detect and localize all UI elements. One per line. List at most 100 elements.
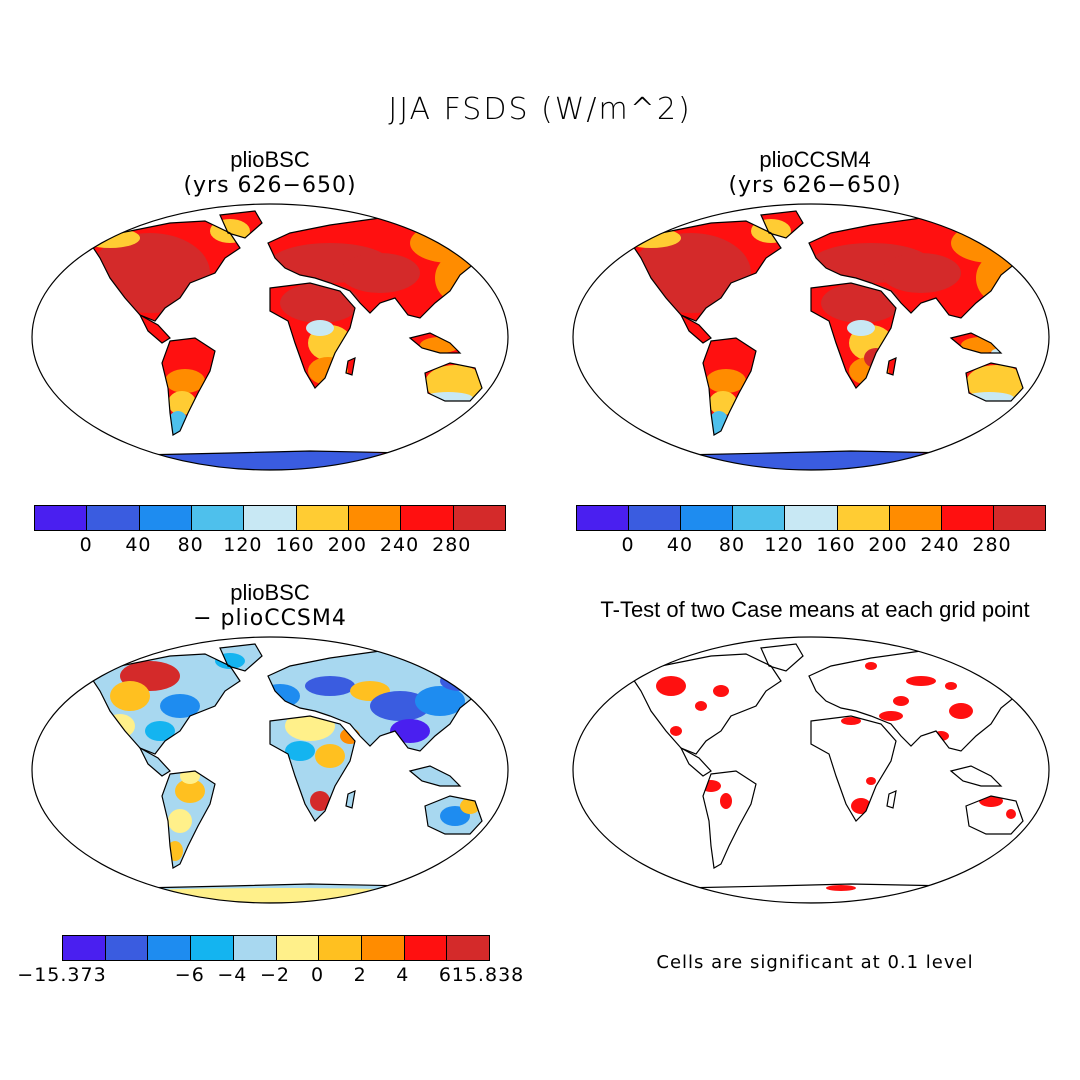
landmass (345, 790, 356, 809)
landmass (219, 210, 263, 239)
field-cell (945, 682, 957, 690)
landmass (408, 332, 462, 354)
colorbar-tick-label: −2 (259, 964, 291, 986)
colorbar-swatch (87, 506, 140, 530)
colorbar-swatch (629, 506, 682, 530)
field-cell (949, 703, 973, 719)
field-cell (979, 795, 1003, 807)
field-cell (425, 365, 485, 401)
field-cell (906, 676, 936, 686)
colorbar-swatch (191, 506, 245, 530)
colorbar-tick-label: 40 (666, 534, 694, 556)
panel-tr-title: plioCCSM4 (759, 147, 871, 172)
colorbar-tick-label: 200 (868, 534, 908, 556)
map-border (31, 636, 509, 904)
field-cell (168, 391, 196, 415)
colorbar-swatch (889, 506, 942, 530)
landmass (702, 337, 757, 436)
colorbar-diff (62, 935, 490, 961)
field-cell (864, 348, 888, 368)
field-cell (305, 676, 355, 696)
colorbar-swatch (276, 936, 320, 960)
field-cell (168, 809, 192, 833)
colorbar-tick-label: 280 (432, 534, 472, 556)
colorbar-tick-label: 40 (125, 534, 152, 556)
colorbar-swatch (404, 936, 448, 960)
panel-tr-subtitle: (yrs 626−650) (728, 173, 902, 198)
colorbar-swatch (447, 936, 490, 960)
colorbar-swatch (296, 506, 349, 530)
colorbar-tick-label: 80 (718, 534, 746, 556)
panel-tl-subtitle: (yrs 626−650) (183, 173, 357, 198)
landmass (89, 220, 241, 322)
panel-bl-title: plioBSC (230, 580, 310, 605)
colorbar-tick-label: −4 (217, 964, 248, 986)
field-cell (933, 731, 949, 741)
figure-title: JJA FSDS (W/m^2) (388, 92, 692, 127)
field-cell (180, 768, 200, 784)
field-cell (165, 369, 205, 393)
field-cell (695, 701, 707, 711)
colorbar-swatch (453, 506, 505, 530)
colorbar-tick-label: 80 (177, 534, 204, 556)
map-difference (31, 636, 509, 904)
colorbar-swatch (361, 936, 405, 960)
field-cell (881, 253, 961, 293)
field-cell (1005, 672, 1017, 680)
landmass (886, 790, 897, 809)
field-cell (340, 253, 420, 293)
landmass (269, 715, 356, 822)
landmass (810, 715, 897, 822)
field-cell (821, 283, 901, 323)
colorbar-left (34, 505, 506, 531)
field-cell (751, 219, 791, 243)
landmass (138, 746, 171, 777)
field-cell (720, 793, 732, 809)
landmass (760, 210, 804, 239)
colorbar-right (576, 505, 1046, 531)
colorbar-swatch (35, 506, 88, 530)
colorbar-tick-label: 6 (438, 964, 452, 986)
field-cell (415, 686, 465, 716)
colorbar-swatch (139, 506, 192, 530)
colorbar-tick-label: 160 (816, 534, 856, 556)
field-cell (1006, 809, 1016, 819)
colorbar-swatch (348, 506, 402, 530)
field-cell (966, 365, 1026, 401)
colorbar-tick-label: 120 (764, 534, 804, 556)
landmass (965, 362, 1024, 402)
colorbar-tick-label: 0 (311, 964, 325, 986)
landmass (679, 746, 712, 777)
field-cell (175, 779, 205, 803)
field-cell (315, 744, 345, 768)
colorbar-swatch (993, 506, 1045, 530)
field-cell (310, 771, 340, 791)
field-cell (841, 717, 861, 725)
colorbar-tick-label: 240 (920, 534, 960, 556)
field-cell (656, 893, 666, 899)
landmass (161, 337, 216, 436)
colorbar-swatch (105, 936, 149, 960)
field-cell (210, 219, 250, 243)
landmass (630, 220, 782, 322)
colorbar-swatch (941, 506, 994, 530)
colorbar-tick-label: 200 (327, 534, 367, 556)
field-cell (826, 885, 856, 891)
field-cell (280, 283, 360, 323)
map-pliobsc (31, 203, 509, 471)
colorbar-swatch (319, 936, 362, 960)
landmass (630, 883, 1013, 903)
colorbar-tick-label: 2 (353, 964, 367, 986)
landmass (424, 362, 483, 402)
field-cell (866, 777, 876, 785)
colorbar-swatch (681, 506, 734, 530)
field-cell (435, 253, 485, 303)
colorbar-tick-label: 160 (275, 534, 315, 556)
landmass (808, 650, 1027, 752)
field-cell (817, 878, 825, 884)
field-cell (976, 253, 1026, 303)
field-cell (787, 753, 795, 759)
landmass (345, 357, 356, 376)
field-cell (670, 726, 682, 736)
colorbar-tick-label: 280 (972, 534, 1012, 556)
